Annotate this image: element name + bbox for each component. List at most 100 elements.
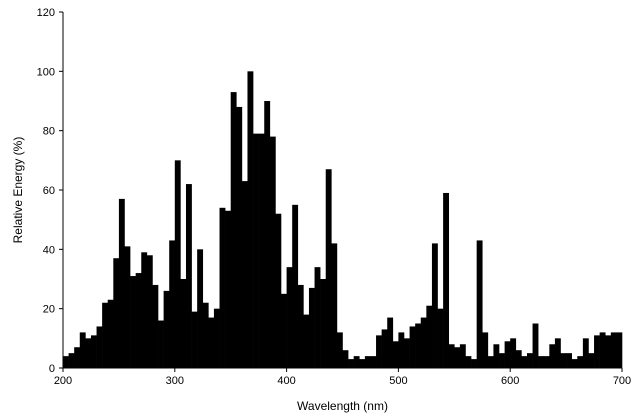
bar-280 (152, 284, 159, 368)
bar-605 (515, 350, 522, 368)
bar-570 (476, 240, 483, 368)
bar-630 (543, 356, 550, 368)
bar-695 (616, 332, 623, 368)
bar-495 (392, 341, 399, 368)
bar-650 (566, 353, 572, 368)
y-tick-label-60: 60 (43, 185, 55, 197)
bar-640 (554, 338, 561, 368)
bar-330 (208, 317, 215, 368)
bar-620 (532, 323, 539, 368)
bar-625 (538, 356, 545, 368)
bar-560 (465, 356, 472, 368)
bar-535 (437, 308, 444, 368)
y-tick-label-100: 100 (37, 66, 55, 78)
bar-500 (398, 332, 405, 368)
bar-635 (549, 344, 556, 368)
bar-360 (241, 181, 248, 368)
bar-665 (582, 338, 589, 368)
bar-270 (141, 252, 148, 368)
bar-255 (124, 246, 131, 368)
bar-260 (130, 276, 136, 368)
y-tick-label-80: 80 (43, 126, 55, 138)
bar-395 (281, 293, 287, 368)
bar-660 (577, 356, 584, 368)
bar-340 (219, 207, 226, 368)
bar-525 (426, 305, 433, 368)
y-tick-label-40: 40 (43, 244, 55, 256)
bar-580 (487, 356, 494, 368)
y-tick-label-20: 20 (43, 304, 55, 316)
bar-455 (348, 359, 354, 368)
axes-group (59, 11, 623, 372)
bar-405 (292, 204, 299, 368)
bar-350 (230, 92, 237, 368)
bar-215 (79, 332, 86, 368)
ticks-group: 0 20 40 60 80 100 120 200 300 400 500 600 700 (37, 7, 631, 387)
bar-310 (185, 184, 192, 368)
bar-315 (191, 311, 198, 368)
bar-565 (471, 359, 477, 368)
x-tick-label-400: 400 (277, 375, 295, 387)
bar-390 (275, 213, 282, 368)
bar-265 (135, 273, 142, 368)
bar-385 (269, 136, 276, 368)
bar-465 (359, 359, 366, 368)
bar-505 (403, 338, 410, 368)
bar-250 (118, 198, 125, 368)
bar-430 (320, 279, 327, 368)
bar-460 (353, 356, 360, 368)
bar-590 (499, 353, 505, 368)
bar-245 (113, 258, 120, 368)
bar-325 (202, 302, 209, 368)
bar-470 (364, 356, 371, 368)
bar-440 (331, 243, 338, 368)
x-tick-label-600: 600 (501, 375, 519, 387)
bar-555 (459, 344, 466, 368)
bar-645 (560, 353, 567, 368)
bar-230 (96, 326, 103, 368)
bar-485 (381, 329, 388, 368)
bar-680 (599, 332, 606, 368)
bar-675 (594, 335, 600, 368)
bar-670 (588, 353, 595, 368)
bar-320 (197, 249, 204, 368)
bar-475 (370, 356, 377, 368)
bar-235 (102, 302, 109, 368)
bar-615 (526, 353, 533, 368)
y-tick-label-0: 0 (49, 363, 55, 375)
bar-585 (493, 344, 500, 368)
bar-420 (308, 287, 315, 368)
bar-355 (236, 106, 243, 368)
bar-305 (180, 279, 187, 368)
x-tick-label-200: 200 (54, 375, 72, 387)
bar-345 (225, 210, 231, 368)
bar-365 (247, 71, 254, 368)
bar-335 (213, 308, 220, 368)
y-tick-label-120: 120 (37, 7, 55, 19)
bar-510 (409, 326, 416, 368)
bar-275 (146, 255, 153, 368)
bar-595 (504, 341, 511, 368)
bar-655 (571, 359, 578, 368)
bar-220 (85, 338, 92, 368)
bar-610 (521, 356, 528, 368)
bar-520 (420, 317, 427, 368)
bar-380 (264, 101, 271, 368)
bar-530 (431, 243, 438, 368)
bar-410 (297, 284, 304, 368)
bar-545 (448, 344, 455, 368)
bar-205 (68, 353, 75, 368)
bar-300 (174, 160, 181, 368)
bar-290 (163, 290, 170, 368)
bar-240 (107, 299, 114, 368)
bar-415 (303, 314, 310, 368)
bar-490 (387, 317, 394, 368)
bar-285 (158, 320, 164, 368)
x-tick-label-700: 700 (613, 375, 631, 387)
bar-370 (253, 133, 259, 368)
bar-515 (415, 323, 422, 368)
bar-225 (90, 335, 97, 368)
bar-480 (376, 335, 382, 368)
bar-600 (510, 338, 517, 368)
